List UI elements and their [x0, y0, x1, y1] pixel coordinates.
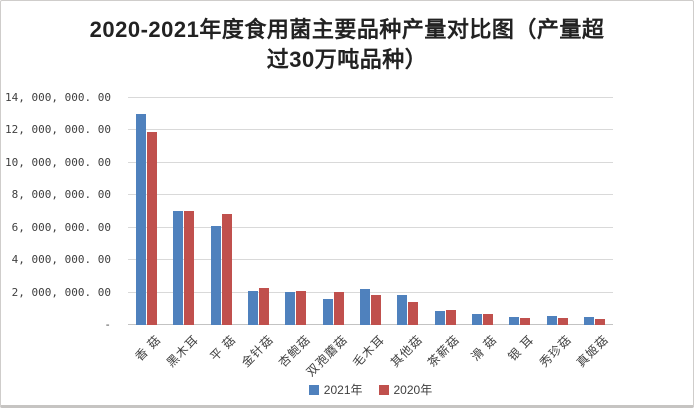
bar-2020年: [333, 292, 344, 325]
bar-group: [352, 98, 389, 325]
bar-2020年: [371, 295, 382, 325]
bar-group: [427, 98, 464, 325]
plot-area: [128, 97, 613, 325]
legend-swatch-icon: [378, 384, 389, 395]
bar-groups: [128, 98, 613, 325]
legend-swatch-icon: [308, 384, 319, 395]
bar-2020年: [482, 314, 493, 325]
legend-label: 2020年: [393, 383, 433, 397]
bar-2021年: [173, 211, 184, 325]
bar-group: [240, 98, 277, 325]
chart-title: 2020-2021年度食用菌主要品种产量对比图（产量超 过30万吨品种）: [11, 15, 683, 75]
legend-item-2020年: 2020年: [378, 381, 433, 398]
x-axis-category-label: 香 菇: [132, 332, 164, 364]
x-axis-category-label: 秀珍菇: [536, 332, 575, 370]
bar-group: [277, 98, 314, 325]
bar-2020年: [296, 291, 307, 325]
x-axis-category-label: 毛木耳: [350, 332, 388, 370]
gridline: [128, 194, 613, 196]
chart-title-line1: 2020-2021年度食用菌主要品种产量对比图（产量超: [89, 17, 605, 42]
gridline: [128, 259, 613, 261]
bar-group: [389, 98, 426, 325]
y-axis-tick-label: 10, 000, 000. 00: [5, 155, 111, 169]
x-axis-line: [128, 324, 613, 325]
bar-2021年: [546, 316, 557, 325]
y-axis-tick-label: 12, 000, 000. 00: [5, 123, 111, 137]
y-axis-tick-label: 8, 000, 000. 00: [11, 188, 111, 202]
x-axis-category-label: 金针菇: [238, 332, 276, 370]
bar-2021年: [360, 289, 371, 325]
y-axis-tick-label: 2, 000, 000. 00: [11, 285, 111, 299]
gridline: [128, 226, 613, 228]
x-axis-category-label: 黑木耳: [163, 332, 202, 370]
x-axis-category-label: 其他菇: [387, 332, 426, 370]
bar-group: [576, 98, 613, 325]
bar-2020年: [445, 310, 456, 325]
legend-label: 2021年: [323, 383, 363, 397]
bar-2021年: [248, 291, 259, 325]
bar-2020年: [408, 302, 419, 325]
bar-2021年: [285, 292, 296, 325]
bar-2021年: [210, 226, 221, 325]
bar-group: [464, 98, 501, 325]
bar-2021年: [509, 317, 520, 325]
bar-2020年: [557, 318, 568, 325]
bar-2020年: [520, 318, 531, 325]
bar-group: [501, 98, 538, 325]
legend-item-2021年: 2021年: [308, 381, 363, 398]
gridline: [128, 97, 613, 98]
x-axis-category-label: 真姬菇: [574, 332, 612, 370]
bar-2021年: [434, 311, 445, 325]
bar-2020年: [259, 288, 270, 325]
y-axis-tick-label: 6, 000, 000. 00: [11, 220, 111, 234]
y-axis-tick-label: -: [104, 318, 111, 331]
bar-2020年: [221, 214, 232, 325]
x-axis-category-label: 滑 菇: [468, 332, 500, 364]
y-axis-tick-label: 4, 000, 000. 00: [11, 253, 111, 267]
bar-2021年: [583, 317, 594, 325]
bar-group: [538, 98, 575, 325]
bar-group: [203, 98, 240, 325]
gridline: [128, 291, 613, 293]
gridline: [128, 161, 613, 163]
bar-group: [165, 98, 202, 325]
bar-group: [128, 98, 165, 325]
gridline: [128, 129, 613, 131]
bar-2021年: [136, 114, 147, 325]
y-axis-tick-label: 14, 000, 000. 00: [5, 91, 111, 104]
x-axis-category-label: 平 菇: [207, 332, 239, 364]
bar-group: [315, 98, 352, 325]
bar-2020年: [594, 319, 605, 325]
bar-2021年: [471, 314, 482, 325]
x-axis-category-label: 茶薪菇: [424, 332, 463, 370]
chart-title-line2: 过30万吨品种）: [266, 47, 428, 72]
x-axis-category-label: 银 耳: [505, 332, 538, 364]
bar-2020年: [184, 211, 195, 325]
bar-2021年: [397, 295, 408, 325]
bar-2020年: [147, 132, 158, 325]
bar-2021年: [322, 299, 333, 325]
legend: 2021年 2020年: [128, 381, 613, 398]
